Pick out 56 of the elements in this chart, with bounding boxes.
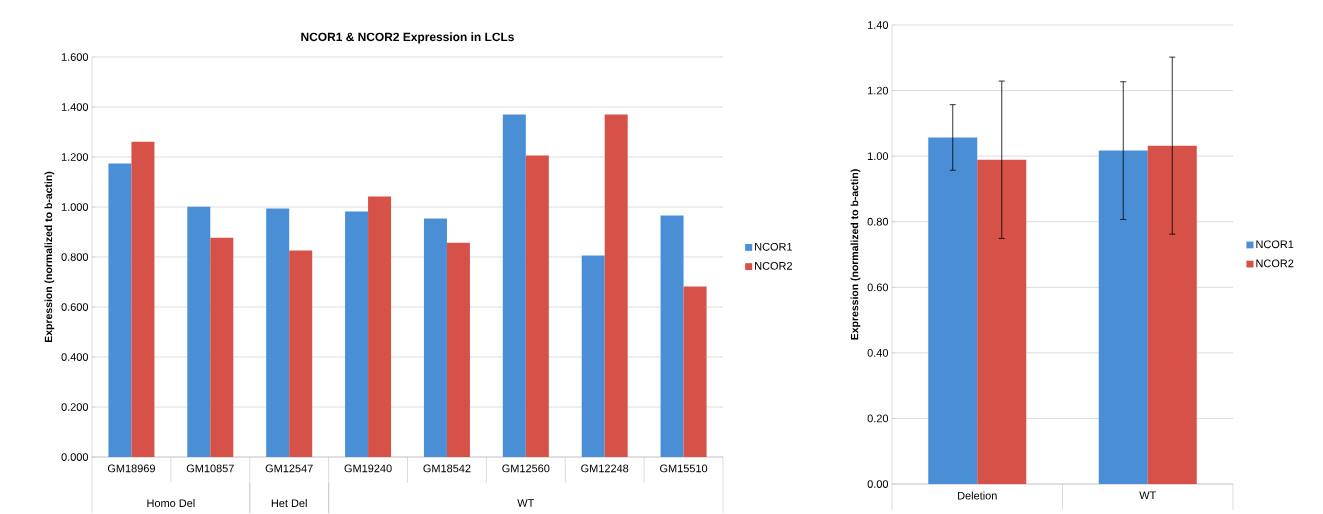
x-tick-label: GM10857 — [186, 464, 234, 473]
y-tick-label: 0.60 — [867, 283, 889, 292]
y-tick-label: 0.80 — [867, 217, 889, 226]
y-tick-label: 0.400 — [61, 353, 89, 361]
bar — [525, 155, 549, 458]
bar — [502, 114, 526, 458]
y-tick-label: 0.800 — [61, 253, 89, 261]
bar — [289, 250, 313, 458]
x-tick-label: GM19240 — [344, 464, 392, 473]
x-tick-label: Deletion — [958, 491, 997, 500]
y-tick-label: 0.00 — [867, 480, 889, 488]
bar — [368, 196, 392, 458]
y-tick-label: 1.000 — [61, 203, 89, 211]
y-tick-label: 1.600 — [61, 53, 89, 61]
bar — [928, 137, 978, 485]
bar — [683, 286, 707, 458]
legend-label: NCOR1 — [755, 242, 793, 251]
text: Homo Del — [147, 498, 195, 508]
y-tick-label: 1.200 — [61, 153, 89, 161]
x-tick-label: GM12560 — [502, 464, 550, 473]
bar — [660, 215, 684, 458]
y-tick-label: 1.400 — [61, 103, 89, 111]
bar — [423, 218, 447, 458]
y-tick-label: 1.00 — [867, 152, 889, 161]
bar — [210, 237, 234, 458]
bar — [1098, 150, 1148, 485]
bar — [131, 141, 155, 458]
bar — [1147, 145, 1197, 485]
bar — [108, 163, 132, 458]
legend-label: NCOR2 — [1256, 259, 1294, 268]
y-tick-label: 0.200 — [61, 403, 89, 411]
x-tick-label: GM15510 — [660, 464, 708, 473]
bar — [977, 159, 1027, 485]
x-tick-label: GM18542 — [423, 464, 471, 473]
bar — [581, 255, 605, 458]
text: WT — [517, 499, 535, 507]
y-tick-label: 1.20 — [867, 86, 889, 95]
bar — [604, 114, 628, 458]
legend-label: NCOR1 — [1256, 240, 1294, 249]
y-tick-label: 0.40 — [867, 348, 889, 357]
bar — [266, 208, 290, 458]
legend-label: NCOR2 — [755, 262, 793, 270]
y-tick-label: 1.40 — [867, 21, 889, 29]
bar — [446, 242, 470, 458]
y-axis-title: Expression (normalized to b-actin) — [850, 169, 861, 340]
x-tick-label: GM18969 — [107, 464, 155, 473]
y-axis-title: Expression (normalized to b-actin) — [44, 171, 55, 343]
bar — [187, 206, 211, 458]
x-tick-label: GM12248 — [581, 464, 629, 473]
x-tick-label: GM12547 — [265, 464, 313, 473]
bar — [345, 211, 369, 458]
chart-title: NCOR1 & NCOR2 Expression in LCLs — [301, 32, 514, 44]
text: Het Del — [271, 498, 307, 508]
y-tick-label: 0.000 — [61, 453, 89, 461]
y-tick-label: 0.20 — [867, 414, 889, 423]
y-tick-label: 0.600 — [61, 303, 89, 311]
